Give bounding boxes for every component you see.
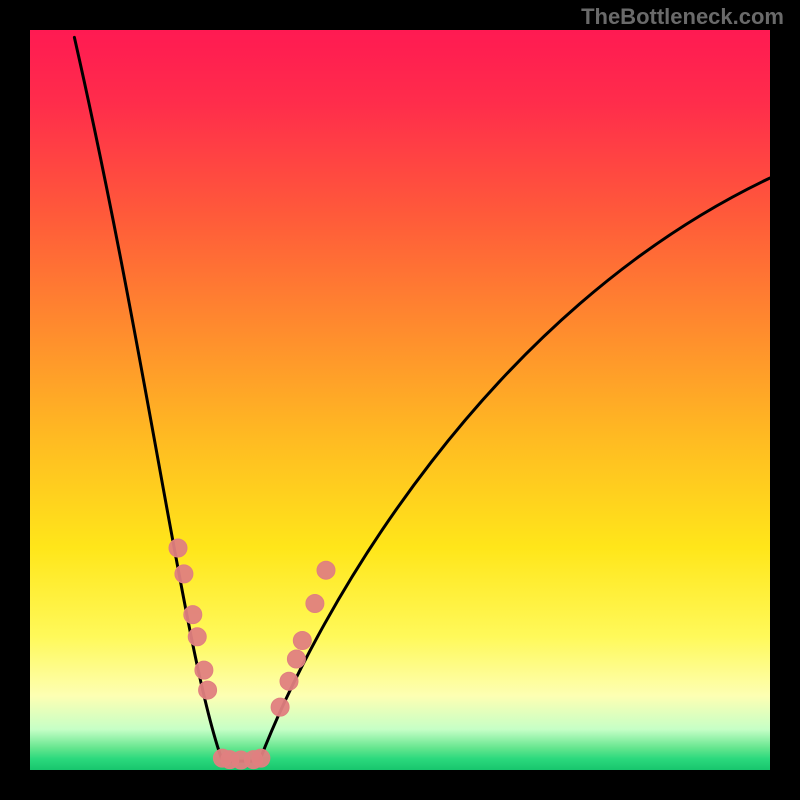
data-marker (169, 539, 187, 557)
attribution-text: TheBottleneck.com (581, 4, 784, 29)
data-marker (184, 606, 202, 624)
data-marker (195, 661, 213, 679)
data-marker (287, 650, 305, 668)
data-marker (280, 672, 298, 690)
data-marker (252, 749, 270, 767)
data-marker (271, 698, 289, 716)
data-marker (317, 561, 335, 579)
data-marker (293, 632, 311, 650)
bottleneck-chart: TheBottleneck.com (0, 0, 800, 800)
data-marker (175, 565, 193, 583)
plot-background (30, 30, 770, 770)
data-marker (306, 595, 324, 613)
chart-svg: TheBottleneck.com (0, 0, 800, 800)
data-marker (199, 681, 217, 699)
data-marker (188, 628, 206, 646)
